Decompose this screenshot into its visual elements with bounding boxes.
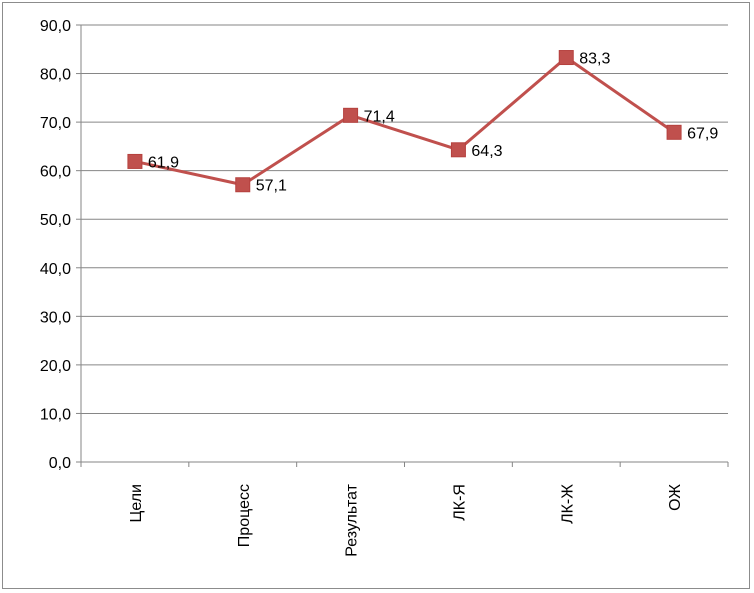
series-line — [134, 56, 675, 187]
x-tick-label: ЛК-Я — [451, 484, 468, 521]
data-point — [666, 124, 682, 140]
data-label: 64,3 — [471, 143, 502, 160]
y-tick-label: 40,0 — [40, 261, 71, 278]
data-label: 57,1 — [256, 178, 287, 195]
data-point — [558, 50, 574, 66]
data-point — [235, 177, 251, 193]
data-label: 67,9 — [687, 125, 718, 142]
data-point — [343, 107, 359, 123]
y-tick-label: 10,0 — [40, 406, 71, 423]
y-tick-label: 50,0 — [40, 212, 71, 229]
x-tick-label: ЛК-Ж — [559, 484, 576, 524]
data-label: 61,9 — [148, 154, 179, 171]
y-tick-label: 90,0 — [40, 18, 71, 35]
y-tick-label: 20,0 — [40, 358, 71, 375]
x-tick-label: Цели — [128, 484, 145, 522]
y-tick-label: 60,0 — [40, 164, 71, 181]
x-tick-label: Процесс — [236, 484, 253, 547]
data-label: 83,3 — [579, 51, 610, 68]
data-point — [127, 153, 143, 169]
y-tick-label: 70,0 — [40, 115, 71, 132]
x-tick-label: Результат — [344, 483, 361, 556]
y-tick-label: 80,0 — [40, 67, 71, 84]
data-label: 71,4 — [364, 108, 395, 125]
x-tick-label: ОЖ — [667, 484, 684, 511]
y-tick-label: 30,0 — [40, 309, 71, 326]
data-point — [450, 142, 466, 158]
y-tick-label: 0,0 — [49, 455, 71, 472]
